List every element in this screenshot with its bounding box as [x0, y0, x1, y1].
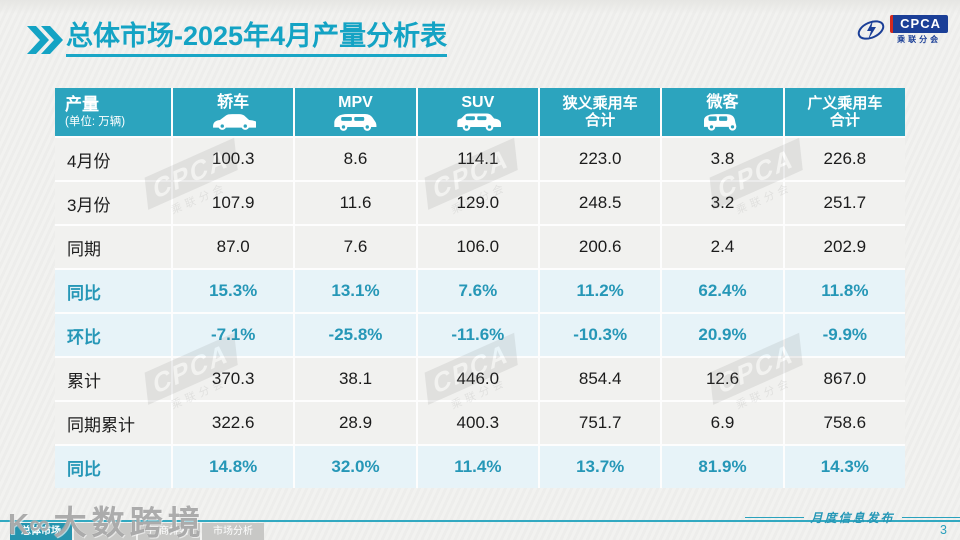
slide-header: 总体市场-2025年4月产量分析表 CPCA 乘联分会 — [0, 0, 960, 70]
cpca-logo-text: CPCA — [890, 15, 948, 33]
table-cell: 13.7% — [540, 446, 661, 488]
row-label-7: 同比 — [55, 446, 171, 488]
column-header-4: 微客 — [662, 88, 783, 136]
table-cell: 446.0 — [417, 358, 538, 400]
table-cell: 370.3 — [173, 358, 294, 400]
column-header-label: 轿车 — [217, 94, 250, 111]
production-table: 产量 (单位: 万辆) 轿车 MPV SUV 狭义乘用车 合计 微客 广义乘用车 合计 4月… — [55, 88, 905, 488]
table-cell: 106.0 — [417, 226, 538, 268]
column-header-label: 广义乘用车 合计 — [807, 95, 883, 129]
table-cell: -11.6% — [417, 314, 538, 356]
table-cell: 81.9% — [662, 446, 783, 488]
table-cell: 13.1% — [295, 270, 416, 312]
table-cell: 32.0% — [295, 446, 416, 488]
table-cell: -25.8% — [295, 314, 416, 356]
table-cell: 6.9 — [662, 402, 783, 444]
table-cell: -9.9% — [784, 314, 905, 356]
column-header-label: 狭义乘用车 合计 — [562, 95, 638, 129]
title-prefix: 总体市场 — [66, 21, 174, 51]
unit-header-unit: (单位: 万辆) — [65, 116, 126, 128]
table-cell: 3.2 — [662, 182, 783, 224]
publish-left-line — [745, 517, 804, 518]
unit-header-title: 产量 — [65, 95, 99, 114]
table-cell: 87.0 — [173, 226, 294, 268]
table-cell: 7.6% — [417, 270, 538, 312]
column-header-label: MPV — [338, 94, 373, 111]
table-cell: 14.3% — [784, 446, 905, 488]
column-header-2: SUV — [417, 88, 538, 136]
table-cell: 854.4 — [540, 358, 661, 400]
table-cell: 100.3 — [173, 138, 294, 180]
table-cell: 3.8 — [662, 138, 783, 180]
table-cell: 248.5 — [540, 182, 661, 224]
title-suffix: -2025年4月产量分析表 — [174, 21, 448, 51]
table-cell: 28.9 — [295, 402, 416, 444]
table-cell: 129.0 — [417, 182, 538, 224]
table-cell: 226.8 — [784, 138, 905, 180]
table-cell: 20.9% — [662, 314, 783, 356]
publish-label-group: 月度信息发布 — [745, 509, 960, 526]
page-number: 3 — [940, 523, 947, 537]
footer-tab-0[interactable]: 总体市场 — [10, 523, 72, 540]
table-cell: 14.8% — [173, 446, 294, 488]
table-cell: -10.3% — [540, 314, 661, 356]
column-header-1: MPV — [295, 88, 416, 136]
row-label-3: 同比 — [55, 270, 171, 312]
table-cell: 15.3% — [173, 270, 294, 312]
table-cell: 251.7 — [784, 182, 905, 224]
table-cell: 11.6 — [295, 182, 416, 224]
table-cell: 751.7 — [540, 402, 661, 444]
footer-tab-2[interactable]: 厂商排名 — [138, 523, 200, 540]
table-cell: 7.6 — [295, 226, 416, 268]
row-label-1: 3月份 — [55, 182, 171, 224]
footer-tab-bar: 总体市场 厂商排名 市场分析 — [10, 523, 264, 540]
table-cell: 2.4 — [662, 226, 783, 268]
table-cell: 758.6 — [784, 402, 905, 444]
table-cell: 8.6 — [295, 138, 416, 180]
row-label-2: 同期 — [55, 226, 171, 268]
table-cell: 202.9 — [784, 226, 905, 268]
publish-label: 月度信息发布 — [810, 511, 895, 525]
double-chevron-icon — [27, 26, 63, 54]
row-label-5: 累计 — [55, 358, 171, 400]
page-title: 总体市场-2025年4月产量分析表 — [66, 19, 448, 57]
table-cell: 12.6 — [662, 358, 783, 400]
footer-tab-1[interactable] — [74, 523, 136, 540]
suv-car-icon — [455, 112, 501, 131]
table-cell: 11.2% — [540, 270, 661, 312]
table-cell: 11.8% — [784, 270, 905, 312]
microvan-icon — [701, 113, 743, 131]
table-cell: 322.6 — [173, 402, 294, 444]
footer-tab-3[interactable]: 市场分析 — [202, 523, 264, 540]
column-header-label: SUV — [461, 94, 495, 111]
table-cell: 867.0 — [784, 358, 905, 400]
table-cell: 200.6 — [540, 226, 661, 268]
table-cell: 38.1 — [295, 358, 416, 400]
table-cell: 11.4% — [417, 446, 538, 488]
table-cell: 223.0 — [540, 138, 661, 180]
row-label-4: 环比 — [55, 314, 171, 356]
column-header-5: 广义乘用车 合计 — [784, 88, 905, 136]
row-label-0: 4月份 — [55, 138, 171, 180]
table-cell: 400.3 — [417, 402, 538, 444]
column-header-label: 微客 — [706, 94, 739, 111]
row-label-6: 同期累计 — [55, 402, 171, 444]
table-cell: 62.4% — [662, 270, 783, 312]
publish-right-line — [901, 517, 960, 518]
mpv-car-icon — [332, 113, 378, 131]
cpca-logo-subtext: 乘联分会 — [897, 35, 942, 44]
column-header-0: 轿车 — [173, 88, 294, 136]
column-header-3: 狭义乘用车 合计 — [540, 88, 661, 136]
cpca-swoosh-icon — [857, 20, 885, 40]
table-cell: 107.9 — [173, 182, 294, 224]
sedan-car-icon — [210, 113, 257, 130]
table-cell: 114.1 — [417, 138, 538, 180]
footer-divider-line — [0, 520, 960, 522]
table-cell: -7.1% — [173, 314, 294, 356]
unit-header-cell: 产量 (单位: 万辆) — [55, 88, 171, 136]
cpca-logo: CPCA 乘联分会 — [856, 15, 948, 45]
